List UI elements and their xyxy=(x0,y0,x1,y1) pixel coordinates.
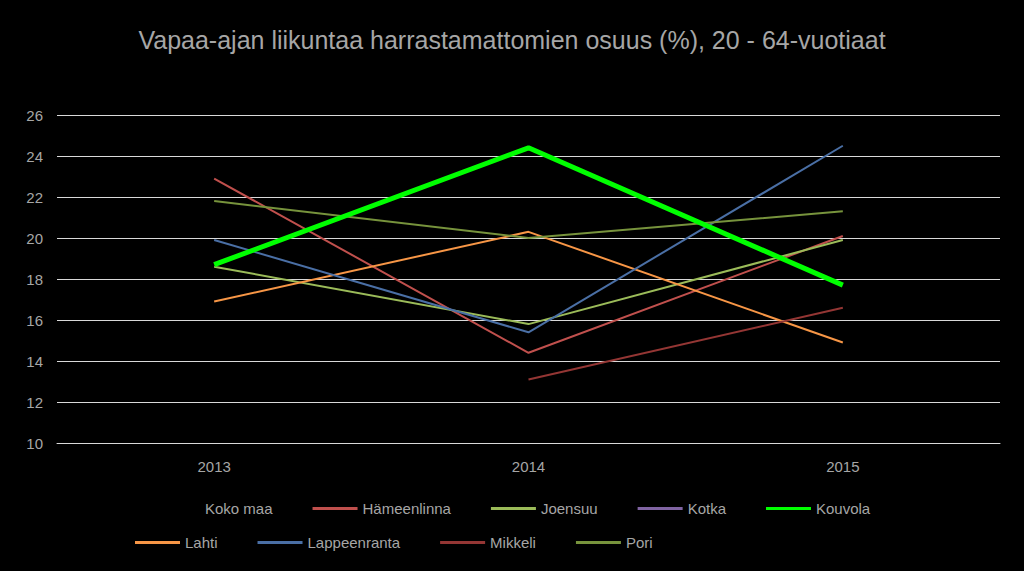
svg-text:14: 14 xyxy=(26,353,43,370)
svg-text:10: 10 xyxy=(26,435,43,452)
svg-text:24: 24 xyxy=(26,148,43,165)
svg-text:20: 20 xyxy=(26,230,43,247)
svg-text:Lahti: Lahti xyxy=(185,534,218,551)
svg-text:Lappeenranta: Lappeenranta xyxy=(308,534,401,551)
svg-text:Kouvola: Kouvola xyxy=(816,500,871,517)
svg-text:16: 16 xyxy=(26,312,43,329)
svg-text:Pori: Pori xyxy=(626,534,653,551)
svg-text:26: 26 xyxy=(26,107,43,124)
svg-text:Hämeenlinna: Hämeenlinna xyxy=(363,500,452,517)
svg-text:2013: 2013 xyxy=(197,458,230,475)
svg-text:Koko maa: Koko maa xyxy=(205,500,273,517)
svg-text:Vapaa-ajan liikuntaa harrastam: Vapaa-ajan liikuntaa harrastamattomien o… xyxy=(138,26,885,54)
svg-text:2015: 2015 xyxy=(826,458,859,475)
svg-text:12: 12 xyxy=(26,394,43,411)
svg-text:Mikkeli: Mikkeli xyxy=(490,534,536,551)
svg-text:18: 18 xyxy=(26,271,43,288)
svg-text:Joensuu: Joensuu xyxy=(541,500,598,517)
svg-text:Kotka: Kotka xyxy=(688,500,727,517)
svg-text:22: 22 xyxy=(26,189,43,206)
svg-text:2014: 2014 xyxy=(512,458,545,475)
